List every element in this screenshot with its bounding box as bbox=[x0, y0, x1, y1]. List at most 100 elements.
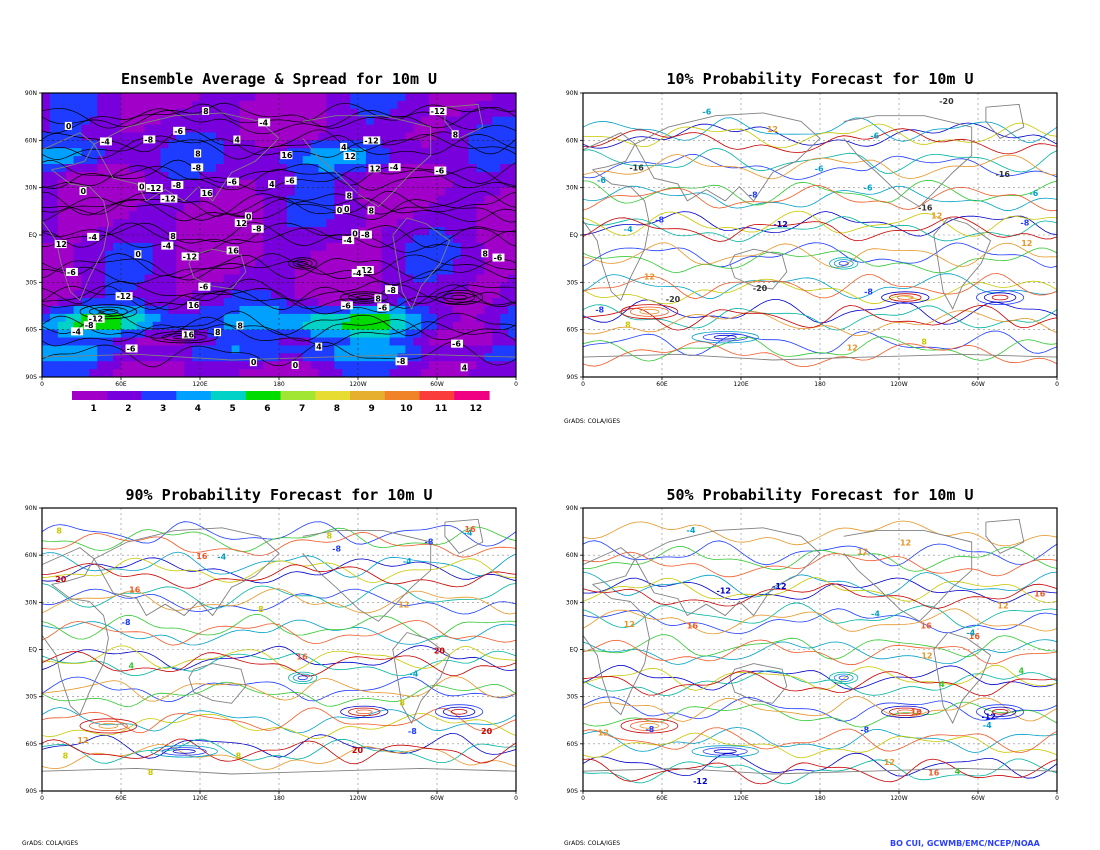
heatmap-cell bbox=[286, 313, 296, 323]
heatmap-cell bbox=[484, 116, 493, 126]
heatmap-cell bbox=[42, 337, 51, 347]
heatmap-cell bbox=[452, 361, 462, 370]
heatmap-cell bbox=[239, 164, 248, 173]
y-tick-label: 90S bbox=[26, 788, 38, 795]
heatmap-cell bbox=[342, 242, 351, 252]
heatmap-cell bbox=[302, 242, 312, 252]
heatmap-cell bbox=[389, 211, 399, 220]
heatmap-cell bbox=[389, 195, 399, 205]
contour-label-bg bbox=[227, 177, 240, 186]
heatmap-cell bbox=[318, 266, 327, 276]
contour-closed bbox=[98, 308, 119, 315]
heatmap-cell bbox=[342, 227, 351, 236]
heatmap-cell bbox=[215, 306, 225, 315]
heatmap-cell bbox=[176, 116, 185, 126]
heatmap-cell bbox=[350, 274, 359, 283]
heatmap-cell bbox=[168, 250, 177, 260]
heatmap-cell bbox=[215, 361, 225, 370]
heatmap-cell bbox=[500, 353, 509, 362]
contour-label: -8 bbox=[408, 727, 417, 736]
heatmap-cell bbox=[176, 235, 185, 244]
heatmap-cell bbox=[334, 321, 343, 331]
contour-label: 12 bbox=[1021, 239, 1032, 248]
heatmap-cell bbox=[310, 337, 320, 347]
heatmap-cell bbox=[121, 116, 130, 126]
contour-closed bbox=[975, 289, 1025, 305]
heatmap-cell bbox=[484, 148, 493, 157]
heatmap-cell bbox=[105, 219, 114, 228]
heatmap-cell bbox=[184, 337, 193, 347]
heatmap-cell bbox=[397, 258, 406, 268]
heatmap-cell bbox=[294, 306, 304, 315]
heatmap-cell bbox=[389, 203, 399, 212]
heatmap-cell bbox=[136, 156, 146, 165]
heatmap-cell bbox=[176, 306, 185, 315]
heatmap-cell bbox=[247, 242, 256, 252]
heatmap-cell bbox=[492, 187, 501, 197]
heatmap-cell bbox=[405, 116, 414, 126]
heatmap-cell bbox=[200, 353, 209, 362]
heatmap-cell bbox=[318, 164, 327, 173]
heatmap-cell bbox=[57, 227, 67, 236]
contour-label: -8 bbox=[332, 544, 341, 553]
heatmap-cell bbox=[73, 100, 83, 110]
heatmap-cell bbox=[113, 148, 122, 157]
y-tick-label: 30N bbox=[566, 599, 578, 606]
contour-label: -6 bbox=[67, 268, 76, 277]
heatmap-cell bbox=[239, 242, 248, 252]
heatmap-cell bbox=[49, 290, 59, 299]
y-tick-label: 30N bbox=[25, 185, 37, 192]
contour-label: -12 bbox=[161, 195, 175, 204]
heatmap-cell bbox=[271, 313, 280, 323]
heatmap-cell bbox=[286, 156, 296, 165]
heatmap-cell bbox=[413, 171, 422, 181]
heatmap-cell bbox=[508, 93, 516, 102]
heatmap-cell bbox=[271, 156, 280, 165]
heatmap-cell bbox=[97, 242, 106, 252]
contour-label: -4 bbox=[88, 233, 97, 242]
heatmap-cell bbox=[152, 369, 162, 377]
heatmap-cell bbox=[144, 274, 154, 283]
heatmap-cell bbox=[184, 345, 193, 354]
contour-label: 4 bbox=[234, 136, 240, 145]
heatmap-cell bbox=[365, 282, 375, 291]
heatmap-cell bbox=[437, 306, 446, 315]
heatmap-cell bbox=[310, 250, 320, 260]
heatmap-cell bbox=[460, 116, 470, 126]
heatmap-cell bbox=[113, 124, 122, 134]
heatmap-cell bbox=[326, 337, 335, 347]
heatmap-cell bbox=[223, 203, 233, 212]
heatmap-cell bbox=[192, 211, 201, 220]
heatmap-cell bbox=[302, 313, 312, 323]
heatmap-cell bbox=[365, 108, 375, 118]
heatmap-cell bbox=[247, 156, 256, 165]
heatmap-cell bbox=[49, 132, 59, 141]
heatmap-cell bbox=[334, 124, 343, 134]
heatmap-cell bbox=[326, 306, 335, 315]
contour-label: -6 bbox=[870, 132, 879, 141]
colorbar-swatch bbox=[454, 391, 490, 400]
heatmap-cell bbox=[500, 93, 509, 102]
heatmap-cell bbox=[192, 132, 201, 141]
heatmap-cell bbox=[89, 329, 98, 339]
heatmap-cell bbox=[381, 235, 391, 244]
heatmap-cell bbox=[192, 313, 201, 323]
heatmap-cell bbox=[429, 195, 438, 205]
heatmap-cell bbox=[42, 93, 51, 102]
contour-label-bg bbox=[388, 163, 401, 172]
heatmap-cell bbox=[389, 369, 399, 377]
heatmap-cell bbox=[152, 235, 162, 244]
heatmap-cell bbox=[113, 227, 122, 236]
heatmap-cell bbox=[286, 227, 296, 236]
heatmap-cell bbox=[437, 148, 446, 157]
heatmap-cell bbox=[508, 203, 516, 212]
heatmap-cell bbox=[207, 171, 217, 181]
heatmap-cell bbox=[350, 219, 359, 228]
heatmap-cell bbox=[381, 116, 391, 126]
heatmap-cell bbox=[444, 132, 454, 141]
heatmap-cell bbox=[105, 361, 114, 370]
heatmap-cell bbox=[468, 116, 478, 126]
heatmap-cell bbox=[105, 93, 114, 102]
heatmap-cell bbox=[294, 337, 304, 347]
contour-label-bg bbox=[171, 180, 184, 189]
